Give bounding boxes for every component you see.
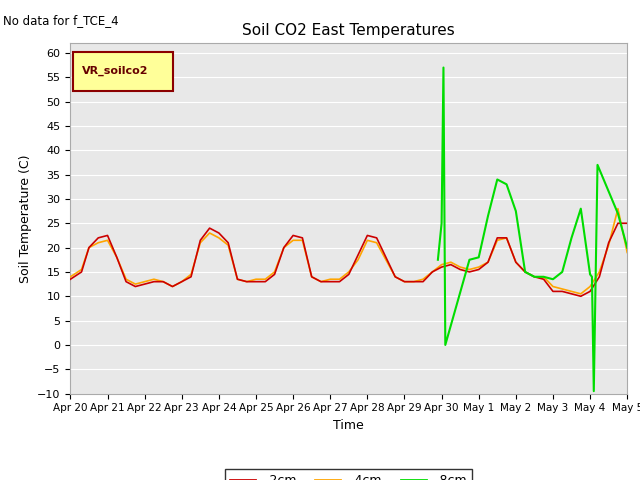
Text: VR_soilco2: VR_soilco2 <box>81 66 148 76</box>
Title: Soil CO2 East Temperatures: Soil CO2 East Temperatures <box>243 23 455 38</box>
X-axis label: Time: Time <box>333 419 364 432</box>
FancyBboxPatch shape <box>73 52 173 91</box>
Y-axis label: Soil Temperature (C): Soil Temperature (C) <box>19 154 32 283</box>
Text: No data for f_TCE_4: No data for f_TCE_4 <box>3 14 119 27</box>
Legend: -2cm, -4cm, -8cm: -2cm, -4cm, -8cm <box>225 469 472 480</box>
